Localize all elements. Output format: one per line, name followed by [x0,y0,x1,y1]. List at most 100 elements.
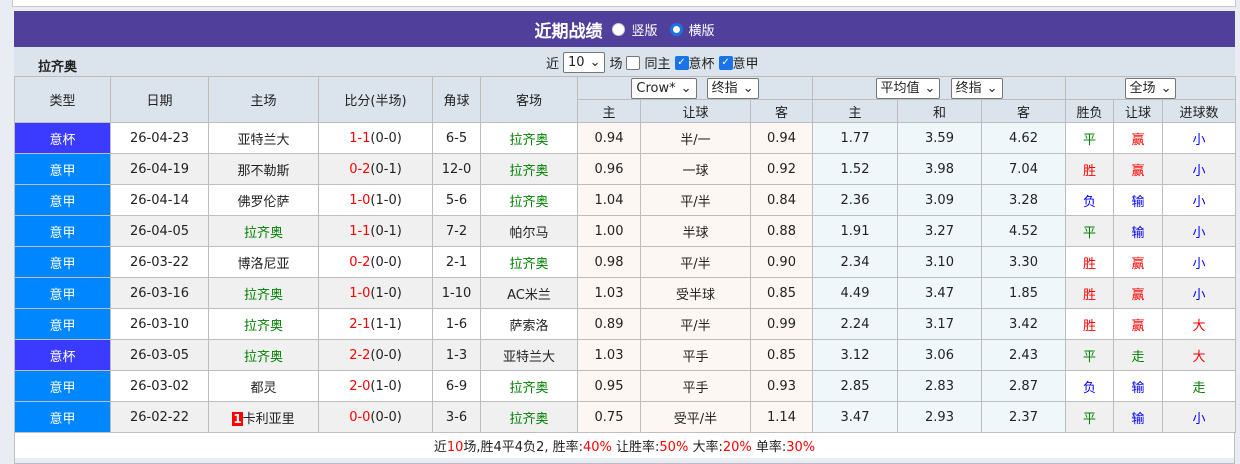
corners: 1-3 [432,339,481,371]
summary-text: 让胜率: [611,440,660,455]
match-result: 平 [1065,122,1115,154]
match-result: 胜 [1065,277,1115,309]
home-team[interactable]: 佛罗伦萨 [208,184,319,216]
home-team[interactable]: 那不勒斯 [208,153,319,185]
eu-home-odds: 2.36 [812,184,898,216]
table-row: 意甲 26-04-05 拉齐奥 1-1(0-1) 7-2 帕尔马 1.00 半球 0.88 1.9… [14,215,1237,247]
radio-horizontal-label[interactable]: 横版 [688,23,715,39]
home-team[interactable]: 都灵 [208,370,319,402]
eu-away-odds: 2.37 [980,401,1067,433]
league-type[interactable]: 意甲 [14,401,111,433]
away-team[interactable]: 亚特兰大 [480,339,578,371]
corners: 5-6 [432,184,481,216]
radio-vertical[interactable] [612,22,626,36]
ah-line: 半球 [640,215,751,247]
same-home-checkbox[interactable] [626,55,641,70]
ah-home-odds: 0.95 [577,370,641,402]
score[interactable]: 1-1(0-1) [318,215,433,247]
full-time-score: 1-0 [349,192,371,208]
score[interactable]: 1-1(0-0) [318,122,433,154]
score[interactable]: 0-2(0-0) [318,246,433,278]
away-team[interactable]: AC米兰 [480,277,578,309]
match-count-select[interactable]: 10 ⌄ [563,52,606,73]
summary-count: 10 [446,440,464,455]
ah-away-odds: 0.88 [750,215,813,247]
away-team[interactable]: 拉齐奥 [480,153,578,185]
radio-horizontal[interactable] [669,22,683,36]
away-team[interactable]: 拉齐奥 [480,122,578,154]
col-goals: 进球数 [1162,99,1237,123]
away-team[interactable]: 拉齐奥 [480,184,578,216]
score[interactable]: 1-0(1-0) [318,277,433,309]
handicap-type-select[interactable]: 终指 ⌄ [706,77,759,99]
league-type[interactable]: 意甲 [14,153,111,185]
eu-draw-odds: 3.47 [897,277,982,309]
eu-away-odds: 3.30 [980,246,1067,278]
score[interactable]: 0-0(0-0) [318,401,433,433]
away-team[interactable]: 拉齐奥 [480,246,578,278]
period-select[interactable]: 全场 ⌄ [1124,77,1177,99]
league-type[interactable]: 意甲 [14,277,111,309]
eu-away-odds: 3.42 [980,308,1067,340]
summary-text: 场,胜4平4负2, 胜率: [463,440,583,455]
league-type[interactable]: 意甲 [14,215,111,247]
league-type[interactable]: 意杯 [14,122,111,154]
summary-text: 单率: [751,440,787,455]
ah-home-odds: 1.00 [577,215,641,247]
match-result: 负 [1065,184,1115,216]
eu-away-odds: 4.52 [980,215,1067,247]
league-type[interactable]: 意甲 [14,246,111,278]
home-team[interactable]: 拉齐奥 [208,308,319,340]
score[interactable]: 0-2(0-1) [318,153,433,185]
chevron-down-icon: ⌄ [986,80,998,96]
full-time-score: 1-1 [349,130,371,146]
league-cup-checkbox[interactable]: ✓ [674,55,689,70]
same-home-label: 同主 [644,57,671,72]
eu-home-odds: 2.24 [812,308,898,340]
goals-result: 小 [1162,153,1237,185]
score[interactable]: 2-1(1-1) [318,308,433,340]
ah-home-odds: 0.94 [577,122,641,154]
filter-bar: 拉齐奥 近 10 ⌄ 场 同主 ✓ 意杯 ✓ 意甲 [14,47,1235,76]
corners: 1-10 [432,277,481,309]
home-team[interactable]: 博洛尼亚 [208,246,319,278]
home-team[interactable]: 拉齐奥 [208,277,319,309]
col-ah-result: 让球 [1113,99,1164,123]
score[interactable]: 2-2(0-0) [318,339,433,371]
league-checkbox[interactable]: ✓ [718,55,733,70]
home-team-name: 佛罗伦萨 [237,194,290,210]
euro-type-select[interactable]: 平均值 ⌄ [875,77,941,99]
home-team[interactable]: 1卡利亚里 [208,401,319,433]
score[interactable]: 1-0(1-0) [318,184,433,216]
league-type[interactable]: 意甲 [14,308,111,340]
goals-result: 大 [1162,339,1237,371]
league-type[interactable]: 意甲 [14,370,111,402]
goals-result: 小 [1162,246,1237,278]
home-team-name: 卡利亚里 [242,411,295,427]
away-team[interactable]: 拉齐奥 [480,401,578,433]
ah-away-odds: 0.85 [750,277,813,309]
ah-line: 一球 [640,153,751,185]
over-rate: 20% [722,440,752,455]
league-type[interactable]: 意甲 [14,184,111,216]
half-time-score: (1-0) [370,285,402,301]
match-result: 平 [1065,401,1115,433]
home-team-name: 拉齐奥 [243,318,283,334]
goals-result: 小 [1162,215,1237,247]
goals-result: 走 [1162,370,1237,402]
euro-mode-select[interactable]: 终指 ⌄ [950,77,1003,99]
away-team[interactable]: 帕尔马 [480,215,578,247]
match-date: 26-03-16 [110,277,209,309]
away-team[interactable]: 拉齐奥 [480,370,578,402]
home-team[interactable]: 亚特兰大 [208,122,319,154]
match-date: 26-02-22 [110,401,209,433]
company-select[interactable]: Crow* ⌄ [631,77,697,99]
ah-home-odds: 0.89 [577,308,641,340]
home-team[interactable]: 拉齐奥 [208,339,319,371]
away-team[interactable]: 萨索洛 [480,308,578,340]
league-type[interactable]: 意杯 [14,339,111,371]
score[interactable]: 2-0(1-0) [318,370,433,402]
home-team[interactable]: 拉齐奥 [208,215,319,247]
corners: 12-0 [432,153,481,185]
radio-vertical-label[interactable]: 竖版 [631,23,658,39]
